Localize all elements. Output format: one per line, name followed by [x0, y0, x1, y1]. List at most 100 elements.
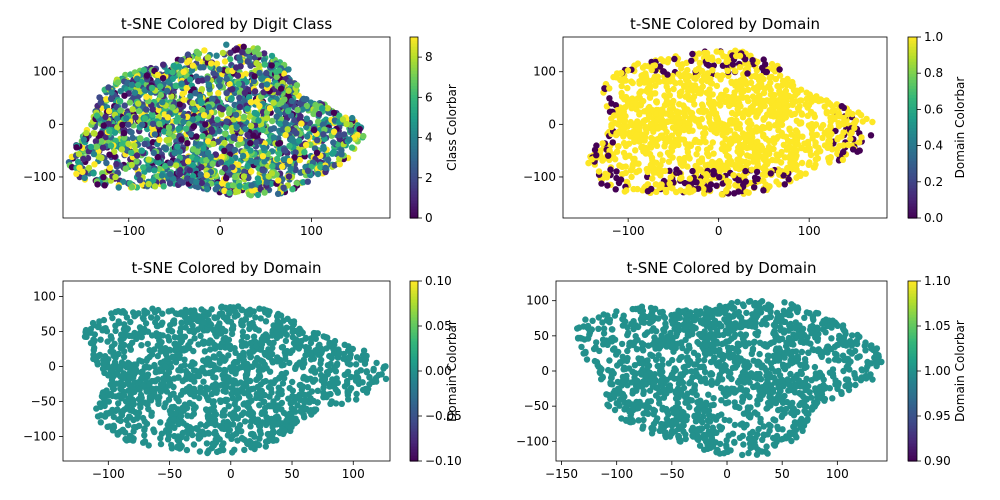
data-point [760, 164, 768, 171]
data-point [208, 60, 215, 67]
data-point [247, 113, 254, 120]
data-point [775, 127, 782, 134]
data-point [346, 136, 353, 143]
data-point [622, 142, 630, 150]
data-point [676, 120, 683, 127]
data-point [595, 168, 603, 175]
data-point [126, 342, 133, 350]
data-point [174, 143, 181, 150]
data-point [222, 123, 230, 131]
data-point [707, 181, 715, 188]
data-point [604, 182, 611, 189]
data-point [218, 111, 225, 118]
colorbar-segment [410, 142, 418, 147]
data-point [212, 186, 219, 193]
data-point [300, 95, 307, 103]
colorbar-segment [410, 112, 418, 117]
data-point [193, 156, 200, 163]
data-point [260, 144, 267, 152]
data-point [203, 440, 211, 447]
data-point [254, 191, 262, 199]
data-point [643, 107, 651, 114]
data-point [241, 446, 248, 454]
data-point [233, 123, 240, 130]
colorbar-segment [410, 190, 418, 195]
data-point [133, 415, 141, 422]
data-point [251, 73, 258, 80]
data-point [657, 151, 664, 158]
data-point [143, 72, 151, 79]
data-point [612, 186, 619, 193]
data-point [824, 127, 831, 134]
data-point [247, 62, 254, 69]
data-point [105, 84, 112, 91]
data-point [606, 85, 613, 92]
data-point [145, 156, 152, 163]
data-point [255, 178, 263, 186]
data-point [205, 104, 212, 111]
data-point [155, 159, 162, 166]
data-point [263, 179, 270, 186]
data-point [798, 159, 806, 167]
data-point [744, 70, 751, 77]
colorbar-segment [410, 118, 418, 123]
data-point [637, 137, 644, 144]
data-point [111, 340, 118, 347]
data-point [713, 48, 720, 55]
data-point [689, 127, 696, 134]
data-point [825, 138, 832, 145]
data-point [745, 97, 752, 105]
data-point [792, 91, 799, 99]
data-point [652, 90, 659, 97]
data-point [661, 167, 669, 175]
colorbar-tick-label: 6 [425, 90, 433, 104]
data-point [632, 99, 639, 107]
data-point [725, 102, 733, 110]
data-point [97, 130, 104, 137]
colorbar-tick-label: 0.0 [924, 211, 943, 225]
data-point [159, 99, 166, 106]
data-point [83, 129, 90, 137]
data-point [90, 130, 97, 137]
data-point [119, 121, 126, 128]
colorbar-segment [410, 88, 418, 92]
data-point [838, 103, 845, 110]
data-point [125, 140, 132, 148]
data-point [114, 79, 122, 86]
data-point [349, 114, 356, 122]
plot-frame [62, 36, 391, 219]
colorbar-segment [410, 76, 418, 80]
data-point [143, 357, 150, 364]
data-point [319, 121, 327, 128]
data-point [678, 65, 685, 72]
data-point [218, 153, 225, 161]
data-point [671, 55, 678, 63]
data-point [195, 77, 202, 85]
data-point [775, 168, 783, 176]
data-point [740, 181, 747, 188]
colorbar-segment [410, 109, 418, 114]
y-tick-label: 0 [48, 117, 56, 131]
data-point [742, 167, 749, 175]
data-point [235, 80, 242, 88]
data-point [838, 133, 845, 140]
data-point [232, 111, 240, 118]
data-point [242, 125, 249, 133]
colorbar-segment [410, 157, 418, 162]
data-point [760, 133, 767, 140]
colorbar-segment [410, 199, 418, 204]
data-point [221, 187, 228, 194]
data-point [301, 391, 308, 398]
data-point [696, 59, 703, 67]
data-point [613, 168, 620, 175]
colorbar-label: Domain Colorbar [953, 77, 967, 179]
data-point [186, 424, 193, 431]
data-point [133, 152, 141, 159]
data-point [229, 182, 237, 189]
data-point [145, 180, 152, 188]
data-point [284, 126, 291, 133]
data-point [141, 115, 149, 122]
colorbar-segment [410, 148, 418, 153]
